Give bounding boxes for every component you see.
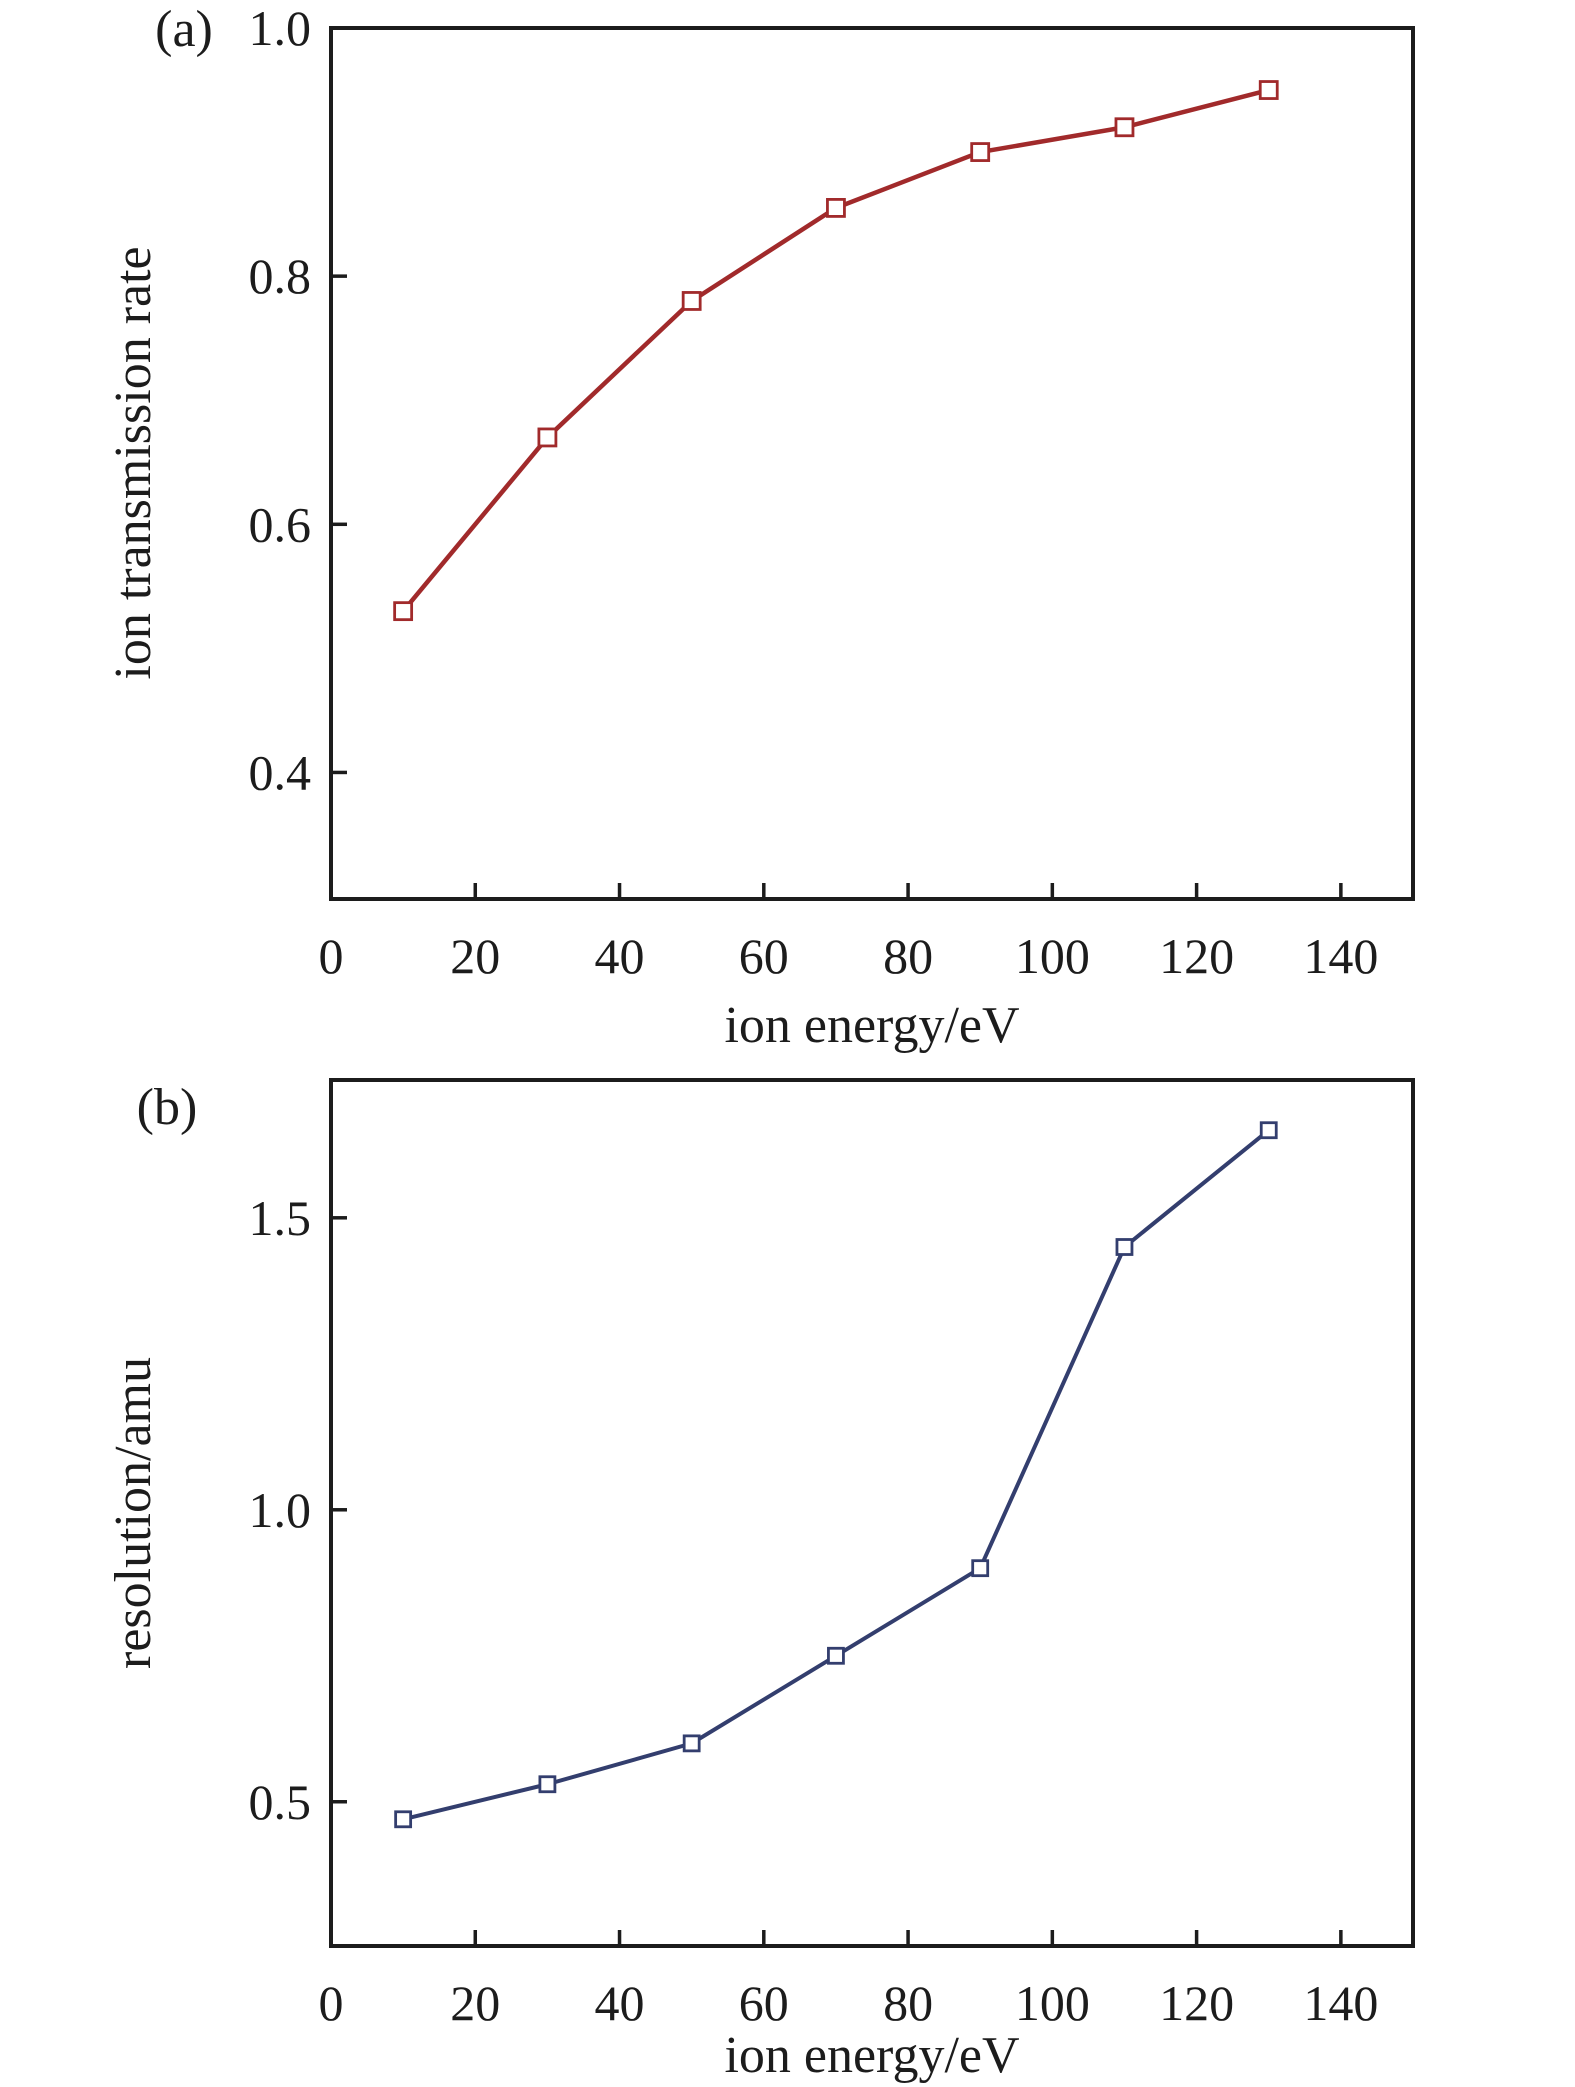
data-point-marker [682, 1734, 701, 1753]
panel-b: 0 20 40 60 80 100 120 140 0.5 1.0 1.5 (b) ion energy… [105, 1078, 1415, 2084]
y-axis-title: ion transmission rate [105, 246, 162, 679]
y-axis-tick-label: 0.5 [249, 1774, 312, 1830]
y-axis-tick-label: 0.8 [249, 248, 312, 304]
data-point-marker [394, 1810, 413, 1829]
x-axis-tick-label: 80 [883, 928, 933, 984]
y-axis-tick-label: 1.0 [249, 1482, 312, 1538]
y-axis-title: resolution/amu [105, 1357, 162, 1669]
data-point-marker [826, 198, 846, 218]
x-axis-tick-label: 140 [1303, 1975, 1378, 2031]
y-axis-tick-label: 1.5 [249, 1190, 312, 1246]
data-point-marker [393, 601, 414, 622]
x-axis-tick-label: 60 [739, 928, 789, 984]
y-axis-tick-label: 1.0 [249, 0, 312, 56]
data-line [402, 1128, 1270, 1822]
x-axis-title: ion energy/eV [724, 2027, 1019, 2084]
x-axis-tick-label: 0 [319, 1975, 344, 2031]
data-point-marker [681, 291, 702, 311]
x-axis-tick-label: 140 [1303, 928, 1378, 984]
panel-label-b: (b) [137, 1079, 198, 1136]
x-axis-tick-label: 20 [450, 1975, 500, 2031]
data-line [401, 87, 1270, 613]
data-point-marker [1114, 117, 1135, 138]
data-point-marker [970, 142, 991, 162]
data-point-marker [1115, 1238, 1134, 1256]
data-point-marker [1258, 80, 1279, 100]
x-axis-tick-label: 40 [595, 928, 645, 984]
x-axis-tick-label: 100 [1015, 1975, 1090, 2031]
x-axis-tick-label: 60 [739, 1975, 789, 2031]
x-axis-tick-label: 80 [883, 1975, 933, 2031]
data-point-marker [537, 427, 558, 448]
data-point-marker [1259, 1121, 1278, 1140]
x-axis-tick-label: 100 [1015, 928, 1090, 984]
x-axis-tick-label: 40 [595, 1975, 645, 2031]
x-axis-tick-label: 20 [450, 928, 500, 984]
x-axis-tick-label: 120 [1159, 928, 1234, 984]
y-axis-tick-label: 0.6 [249, 496, 312, 552]
plot-border [329, 26, 1415, 901]
x-axis-tick-label: 120 [1159, 1975, 1234, 2031]
panel-a: 0 20 40 60 80 100 120 140 0.4 0.6 0.8 1.0 (a) ion ene… [105, 0, 1415, 1054]
data-point-marker [538, 1775, 557, 1794]
x-axis-tick-label: 0 [319, 928, 344, 984]
data-point-marker [971, 1559, 990, 1578]
y-axis-tick-label: 0.4 [249, 744, 312, 800]
plot-border [329, 1078, 1415, 1948]
x-axis-title: ion energy/eV [724, 997, 1019, 1054]
panel-label-a: (a) [155, 1, 213, 58]
data-point-marker [827, 1646, 845, 1665]
